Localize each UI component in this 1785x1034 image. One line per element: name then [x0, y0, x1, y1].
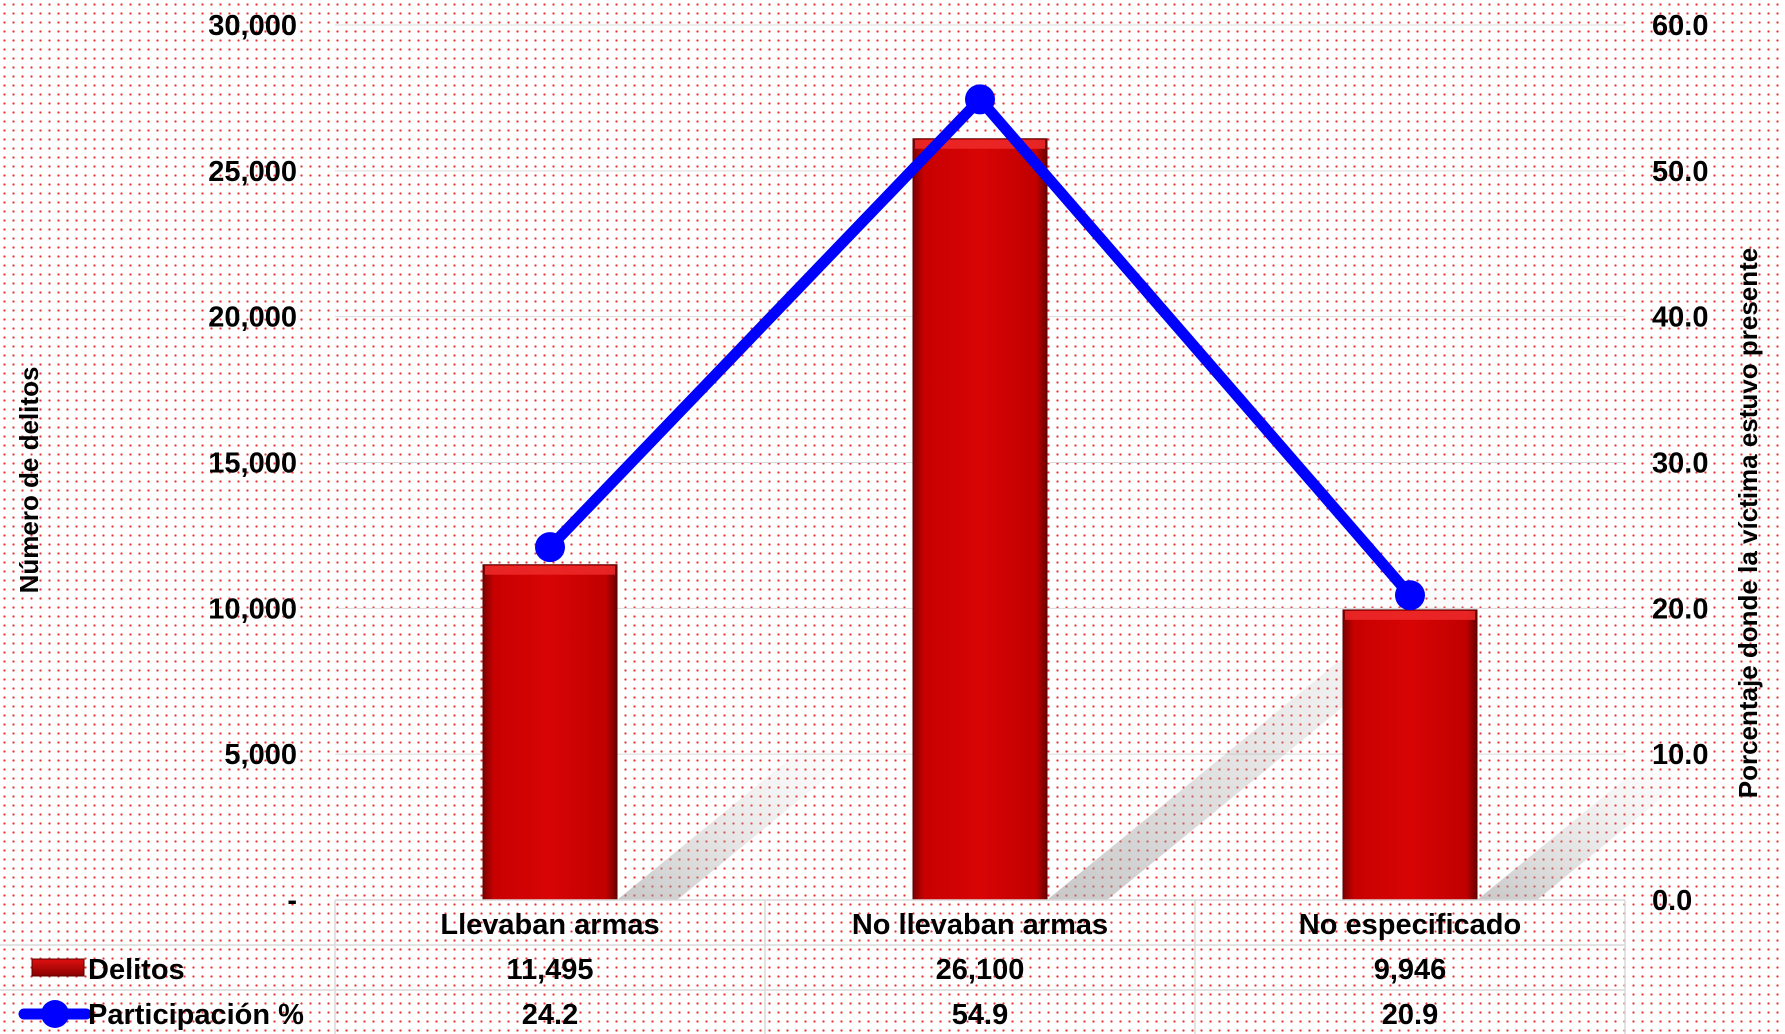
category-label: Llevaban armas: [440, 909, 659, 941]
table-value-participacion: 20.9: [1382, 999, 1438, 1031]
legend-key-delitos: [31, 958, 85, 977]
bar: [1342, 609, 1478, 901]
y2-tick-label: 30.0: [1652, 448, 1708, 480]
bar: [912, 138, 1048, 901]
line-point: [1395, 580, 1425, 611]
y-axis-ticks: - 5,000 10,000 15,000 20,000 25,000 30,000: [208, 10, 297, 917]
table-value-delitos: 11,495: [506, 954, 593, 986]
category-label: No llevaban armas: [852, 909, 1108, 941]
line-point: [965, 84, 995, 115]
y2-tick-label: 20.0: [1652, 593, 1708, 625]
category-label: No especificado: [1299, 909, 1521, 941]
table-value-delitos: 26,100: [936, 954, 1025, 986]
y-axis-title: Número de delitos: [14, 367, 44, 594]
bar-shadow: [617, 749, 862, 900]
y-tick-label: 20,000: [208, 302, 297, 334]
y2-tick-label: 40.0: [1652, 302, 1708, 334]
y-tick-label: 25,000: [208, 156, 297, 188]
y2-tick-label: 10.0: [1652, 739, 1708, 771]
bar-top-bevel: [915, 139, 1045, 149]
y-tick-label: 15,000: [208, 448, 297, 480]
table-value-delitos: 9,946: [1374, 954, 1447, 986]
legend-label-participacion: Participación %: [88, 999, 304, 1031]
bars: [482, 138, 1478, 901]
y-tick-label: 30,000: [208, 10, 297, 42]
y2-axis-title: Porcentaje donde la víctima estuvo prese…: [1733, 248, 1763, 799]
table-value-participacion: 24.2: [522, 999, 578, 1031]
legend-key-participacion-marker: [41, 1000, 69, 1028]
y2-tick-label: 0.0: [1652, 885, 1692, 917]
y-tick-label: 10,000: [208, 593, 297, 625]
bar: [482, 564, 618, 901]
bar-top-bevel: [485, 565, 615, 575]
y-tick-label: -: [287, 885, 297, 917]
line-point: [535, 532, 565, 563]
data-table: Llevaban armas No llevaban armas No especi…: [0, 899, 1626, 1034]
bar-shadow: [1477, 769, 1697, 900]
y2-axis-ticks: 0.0 10.0 20.0 30.0 40.0 50.0 60.0: [1652, 10, 1708, 917]
bar-top-bevel: [1345, 610, 1475, 620]
legend-label-delitos: Delitos: [88, 954, 185, 986]
table-value-participacion: 54.9: [952, 999, 1008, 1031]
y2-tick-label: 60.0: [1652, 10, 1708, 42]
line-series: [535, 84, 1425, 611]
y2-tick-label: 50.0: [1652, 156, 1708, 188]
y-tick-label: 5,000: [224, 739, 297, 771]
